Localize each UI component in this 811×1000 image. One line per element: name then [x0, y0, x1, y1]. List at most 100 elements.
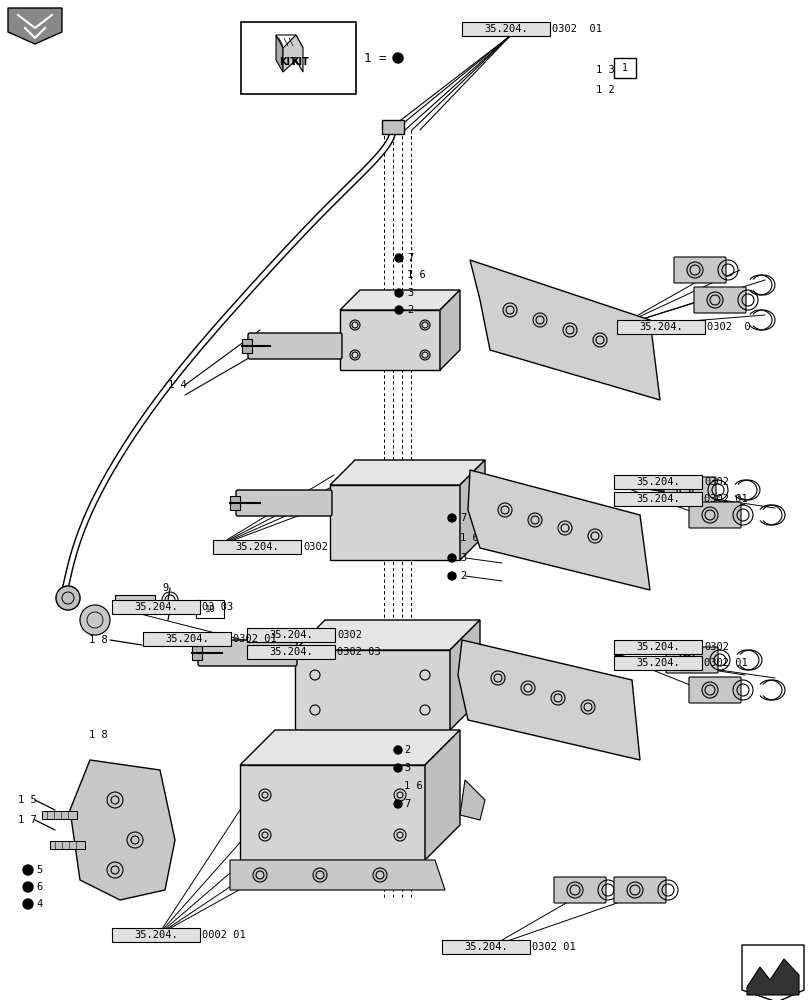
Text: 35.204.: 35.204.: [635, 642, 679, 652]
FancyBboxPatch shape: [42, 811, 77, 819]
FancyBboxPatch shape: [693, 287, 745, 313]
FancyBboxPatch shape: [613, 656, 702, 670]
FancyBboxPatch shape: [247, 333, 341, 359]
Text: 1 =: 1 =: [363, 52, 393, 65]
FancyBboxPatch shape: [112, 928, 200, 942]
Text: 35.204.: 35.204.: [134, 930, 178, 940]
Text: 35.204.: 35.204.: [635, 477, 679, 487]
FancyBboxPatch shape: [665, 647, 717, 673]
Text: 0002 01: 0002 01: [202, 930, 246, 940]
Polygon shape: [746, 959, 798, 995]
Text: 0302  01: 0302 01: [551, 24, 601, 34]
FancyBboxPatch shape: [50, 841, 85, 849]
FancyBboxPatch shape: [663, 477, 715, 503]
FancyBboxPatch shape: [212, 540, 301, 554]
Text: 35.204.: 35.204.: [268, 647, 312, 657]
Text: 10: 10: [204, 604, 215, 613]
Polygon shape: [276, 35, 303, 48]
Circle shape: [23, 899, 33, 909]
Polygon shape: [329, 485, 460, 560]
Text: 35.204.: 35.204.: [235, 542, 278, 552]
FancyBboxPatch shape: [198, 640, 297, 666]
FancyBboxPatch shape: [241, 22, 355, 94]
Circle shape: [448, 572, 456, 580]
Text: KIT: KIT: [279, 57, 296, 67]
FancyBboxPatch shape: [613, 492, 702, 506]
FancyBboxPatch shape: [616, 320, 704, 334]
Circle shape: [23, 865, 33, 875]
Text: 0302 01: 0302 01: [703, 658, 747, 668]
Polygon shape: [240, 730, 460, 765]
Text: 35.204.: 35.204.: [134, 602, 178, 612]
Text: 35.204.: 35.204.: [638, 322, 682, 332]
FancyBboxPatch shape: [236, 490, 332, 516]
Text: 03 03: 03 03: [202, 602, 233, 612]
Text: 1 8: 1 8: [89, 730, 108, 740]
Text: 0302 03: 0302 03: [337, 647, 380, 657]
Polygon shape: [8, 8, 62, 44]
Circle shape: [394, 289, 402, 297]
Text: 35.204.: 35.204.: [268, 630, 312, 640]
Polygon shape: [240, 765, 424, 860]
FancyBboxPatch shape: [195, 600, 224, 618]
Text: 9: 9: [162, 583, 168, 593]
Polygon shape: [467, 470, 649, 590]
Text: 35.204.: 35.204.: [165, 634, 208, 644]
Circle shape: [394, 306, 402, 314]
Text: 1 6: 1 6: [460, 533, 478, 543]
Polygon shape: [340, 310, 440, 370]
Text: 0302: 0302: [703, 642, 728, 652]
Circle shape: [80, 605, 109, 635]
Text: 0302: 0302: [303, 542, 328, 552]
FancyBboxPatch shape: [115, 595, 155, 605]
Polygon shape: [294, 620, 479, 650]
Text: 0302 01: 0302 01: [703, 494, 747, 504]
FancyBboxPatch shape: [613, 640, 702, 654]
FancyBboxPatch shape: [112, 600, 200, 614]
Circle shape: [448, 554, 456, 562]
Text: 35.204.: 35.204.: [635, 494, 679, 504]
Text: 1 5: 1 5: [18, 795, 36, 805]
Text: 7: 7: [404, 799, 410, 809]
FancyBboxPatch shape: [230, 496, 240, 510]
Circle shape: [23, 882, 33, 892]
FancyBboxPatch shape: [613, 58, 635, 78]
Text: 3: 3: [460, 553, 466, 563]
Text: 35.204.: 35.204.: [635, 658, 679, 668]
Polygon shape: [276, 35, 283, 72]
Text: 0302 01: 0302 01: [531, 942, 575, 952]
FancyBboxPatch shape: [242, 339, 251, 353]
Text: 2: 2: [460, 571, 466, 581]
FancyBboxPatch shape: [689, 677, 740, 703]
Polygon shape: [329, 460, 484, 485]
Text: 8: 8: [162, 605, 168, 615]
Text: 2: 2: [404, 745, 410, 755]
Polygon shape: [460, 780, 484, 820]
Text: 3: 3: [404, 763, 410, 773]
FancyBboxPatch shape: [247, 645, 335, 659]
Polygon shape: [470, 260, 659, 400]
FancyBboxPatch shape: [247, 628, 335, 642]
Text: 1 4: 1 4: [168, 380, 187, 390]
Text: 1 3: 1 3: [595, 65, 614, 75]
Circle shape: [393, 764, 401, 772]
FancyBboxPatch shape: [689, 502, 740, 528]
Text: 0302: 0302: [703, 477, 728, 487]
Text: 35.204.: 35.204.: [483, 24, 527, 34]
Polygon shape: [449, 620, 479, 730]
Polygon shape: [340, 290, 460, 310]
Text: 35.204.: 35.204.: [464, 942, 507, 952]
Text: 0302 01: 0302 01: [233, 634, 277, 644]
Circle shape: [393, 800, 401, 808]
Polygon shape: [457, 640, 639, 760]
Polygon shape: [283, 35, 303, 72]
FancyBboxPatch shape: [673, 257, 725, 283]
FancyBboxPatch shape: [461, 22, 549, 36]
FancyBboxPatch shape: [381, 120, 404, 134]
Polygon shape: [294, 650, 449, 730]
FancyBboxPatch shape: [613, 877, 665, 903]
Circle shape: [393, 53, 402, 63]
FancyBboxPatch shape: [613, 475, 702, 489]
Text: 5: 5: [36, 865, 42, 875]
Text: 7: 7: [460, 513, 466, 523]
